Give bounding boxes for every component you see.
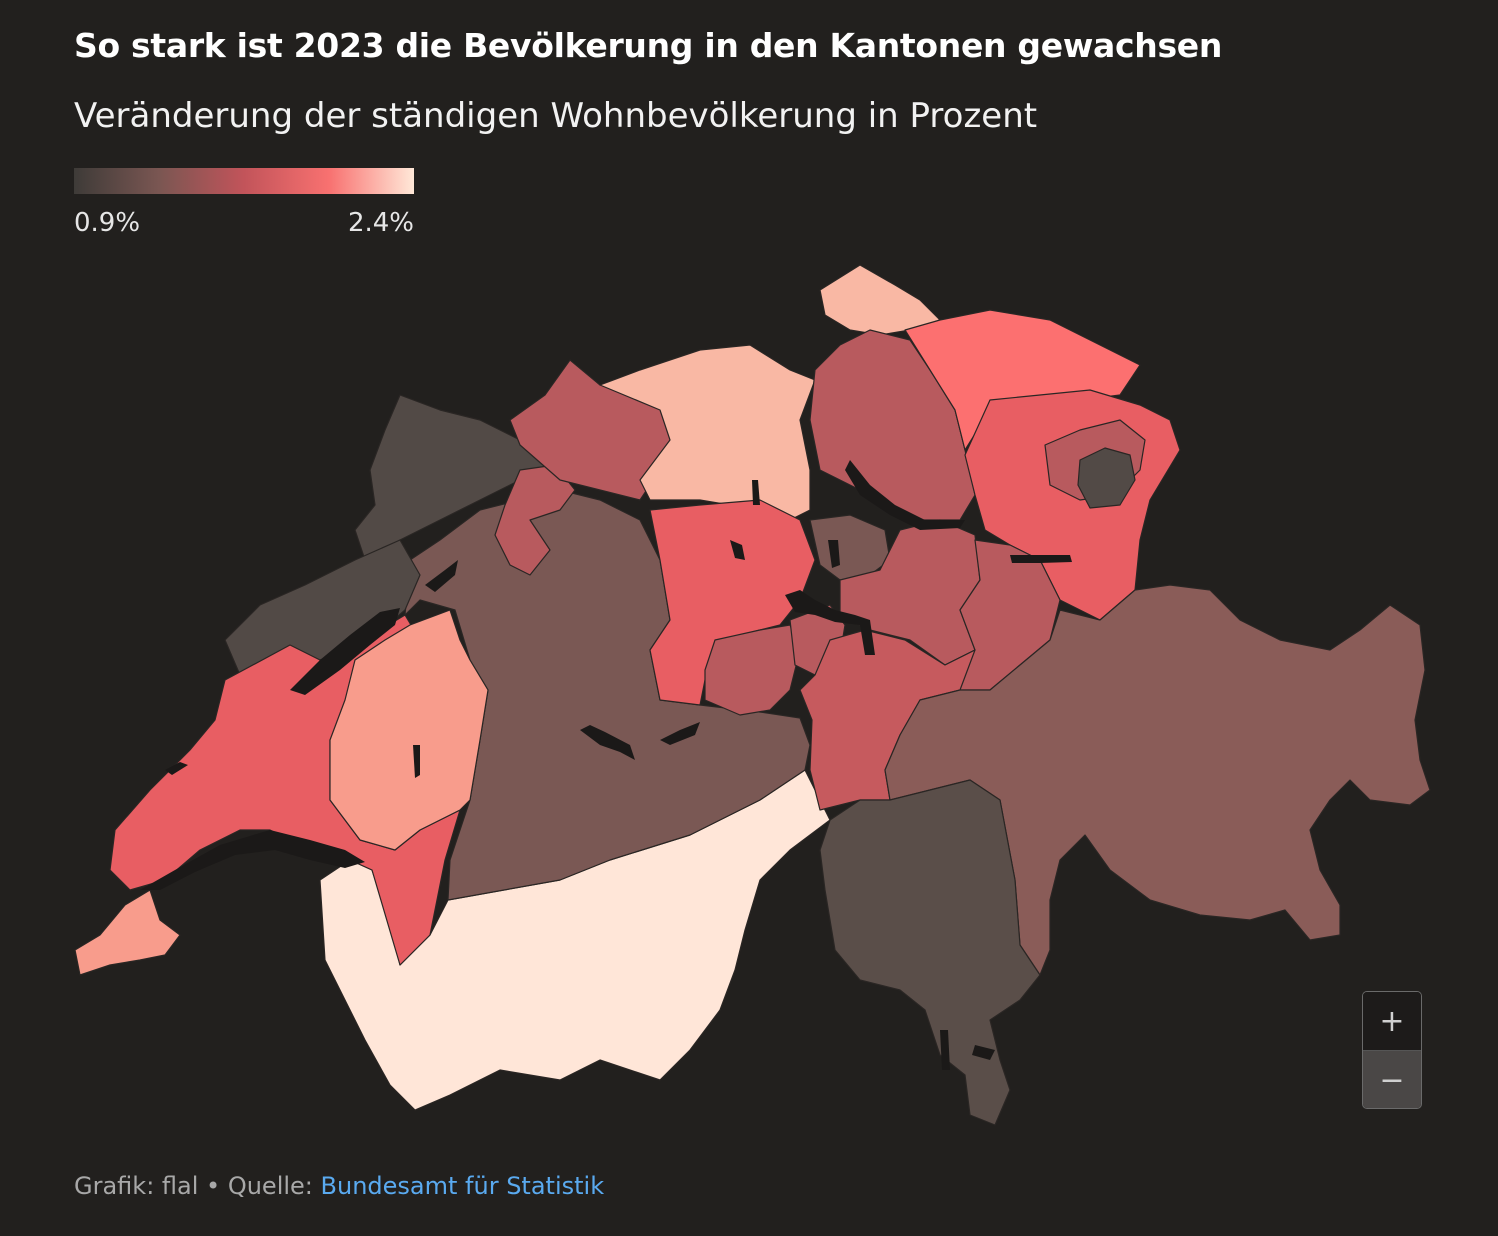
canton-fribourg[interactable] bbox=[329, 609, 489, 851]
lake-lucerne bbox=[785, 590, 875, 655]
canton-schaffhausen[interactable] bbox=[819, 264, 941, 336]
lake-thun bbox=[580, 725, 635, 760]
zoom-in-button[interactable]: + bbox=[1363, 992, 1421, 1051]
lake-maggiore bbox=[940, 1030, 950, 1070]
lake-hallwil bbox=[752, 480, 760, 505]
lake-zug bbox=[828, 540, 840, 568]
lake-brienz bbox=[660, 722, 700, 745]
lake-neuchatel bbox=[290, 608, 400, 695]
credit-text: Grafik: flal bbox=[74, 1172, 199, 1200]
legend-color-bar bbox=[74, 168, 414, 194]
lake-walen bbox=[1010, 555, 1072, 563]
lake-sempach bbox=[730, 540, 745, 560]
legend-max-label: 2.4% bbox=[347, 208, 414, 238]
lake-lugano bbox=[972, 1045, 995, 1060]
lake-biel bbox=[425, 560, 458, 592]
canton-aargau[interactable] bbox=[599, 344, 816, 521]
source-prefix: Quelle: bbox=[227, 1172, 321, 1200]
map-title: So stark ist 2023 die Bevölkerung in den… bbox=[74, 26, 1223, 65]
lake-joux bbox=[165, 762, 188, 775]
canton-geneva[interactable] bbox=[74, 889, 181, 976]
lake-gruyere bbox=[413, 745, 420, 778]
footer: Grafik: flal • Quelle: Bundesamt für Sta… bbox=[74, 1172, 604, 1200]
zoom-out-button[interactable]: − bbox=[1363, 1051, 1421, 1108]
canton-jura[interactable] bbox=[354, 394, 556, 561]
canton-vaud[interactable] bbox=[109, 614, 461, 966]
canton-zug[interactable] bbox=[809, 514, 891, 581]
zoom-controls: + − bbox=[1362, 991, 1422, 1109]
source-link[interactable]: Bundesamt für Statistik bbox=[320, 1172, 605, 1200]
legend-min-label: 0.9% bbox=[74, 208, 141, 238]
canton-appenzell-ir[interactable] bbox=[1077, 447, 1136, 509]
canton-obwalden[interactable] bbox=[704, 624, 801, 716]
map-subtitle: Veränderung der ständigen Wohnbevölkerun… bbox=[74, 96, 1038, 136]
canton-ticino[interactable] bbox=[819, 779, 1041, 1126]
lake-zurich bbox=[845, 460, 965, 530]
footer-separator: • bbox=[198, 1172, 228, 1200]
lake-geneva bbox=[140, 830, 365, 890]
